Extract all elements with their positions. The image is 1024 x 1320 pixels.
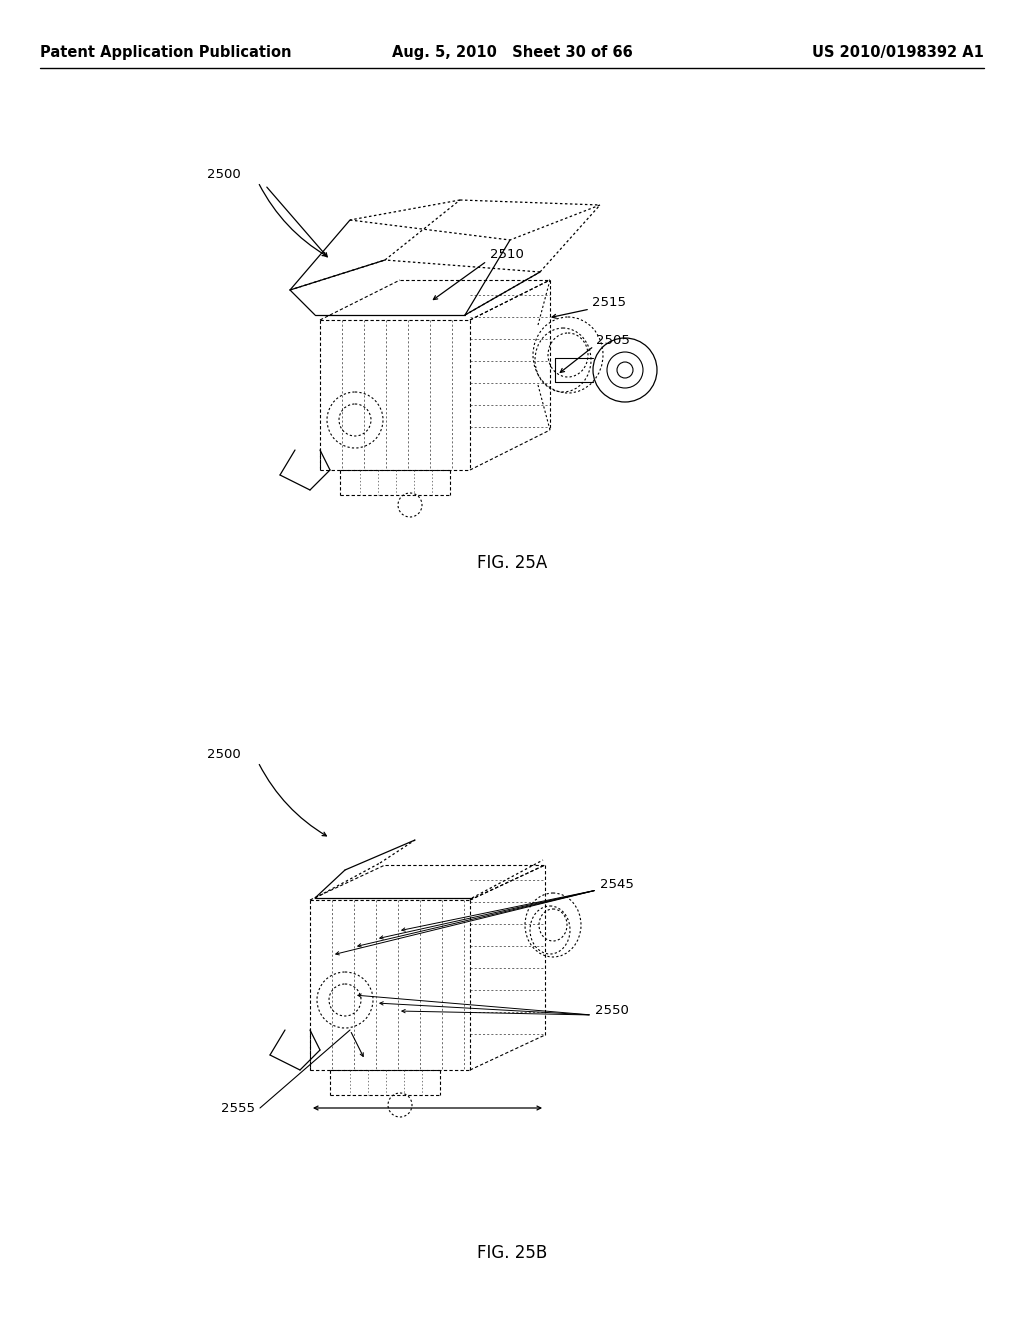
Text: 2500: 2500	[207, 169, 241, 181]
Text: Patent Application Publication: Patent Application Publication	[40, 45, 292, 59]
Text: 2555: 2555	[221, 1101, 255, 1114]
Text: FIG. 25B: FIG. 25B	[477, 1243, 547, 1262]
Text: 2500: 2500	[207, 748, 241, 762]
Text: US 2010/0198392 A1: US 2010/0198392 A1	[812, 45, 984, 59]
Text: Aug. 5, 2010   Sheet 30 of 66: Aug. 5, 2010 Sheet 30 of 66	[391, 45, 633, 59]
Text: 2505: 2505	[596, 334, 630, 346]
Text: 2545: 2545	[600, 879, 634, 891]
Text: 2515: 2515	[592, 297, 626, 309]
Text: 2550: 2550	[595, 1003, 629, 1016]
Text: FIG. 25A: FIG. 25A	[477, 554, 547, 572]
Text: 2510: 2510	[490, 248, 524, 261]
